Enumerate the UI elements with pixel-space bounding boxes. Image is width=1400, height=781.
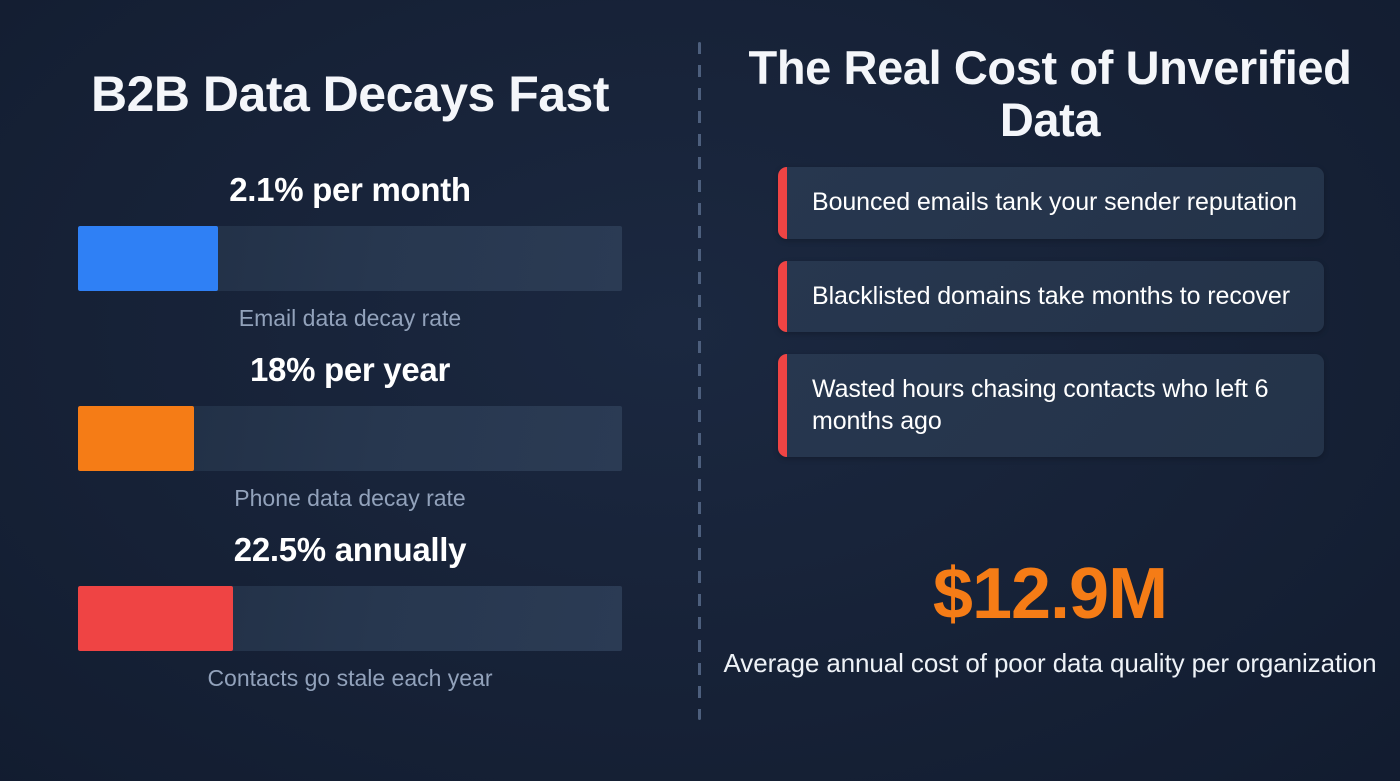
stat-block-phone: 18% per year Phone data decay rate <box>78 350 622 512</box>
stat-label-contacts: Contacts go stale each year <box>207 664 493 691</box>
bar-fill-phone <box>78 405 194 471</box>
right-panel-title: The Real Cost of Unverified Data <box>748 41 1352 146</box>
left-panel-title: B2B Data Decays Fast <box>90 66 610 122</box>
headline-stat: $12.9M Average annual cost of poor data … <box>700 558 1400 680</box>
stat-block-email: 2.1% per month Email data decay rate <box>78 170 622 332</box>
cost-card: Bounced emails tank your sender reputati… <box>778 167 1324 239</box>
cost-card-text: Wasted hours chasing contacts who left 6… <box>812 375 1269 435</box>
card-accent-bar <box>778 260 787 332</box>
stat-value-contacts: 22.5% annually <box>233 531 467 568</box>
headline-stat-caption: Average annual cost of poor data quality… <box>723 648 1377 678</box>
stat-block-contacts: 22.5% annually Contacts go stale each ye… <box>78 530 622 692</box>
cost-card: Wasted hours chasing contacts who left 6… <box>778 354 1324 457</box>
card-accent-bar <box>778 167 787 239</box>
stat-label-email: Email data decay rate <box>238 304 462 331</box>
cost-card: Blacklisted domains take months to recov… <box>778 260 1324 332</box>
bar-fill-contacts <box>78 585 234 651</box>
left-panel: B2B Data Decays Fast 2.1% per month Emai… <box>78 66 622 692</box>
stat-value-email: 2.1% per month <box>229 171 471 208</box>
bar-track-email <box>78 225 622 291</box>
cost-card-text: Bounced emails tank your sender reputati… <box>812 188 1297 216</box>
stat-value-phone: 18% per year <box>249 351 451 388</box>
bar-fill-email <box>78 225 218 291</box>
cost-card-list: Bounced emails tank your sender reputati… <box>778 167 1324 479</box>
headline-stat-value: $12.9M <box>932 554 1168 634</box>
card-accent-bar <box>778 354 787 457</box>
stat-label-phone: Phone data decay rate <box>234 484 466 511</box>
vertical-dashed-divider <box>698 42 701 720</box>
cost-card-text: Blacklisted domains take months to recov… <box>812 281 1290 310</box>
bar-track-contacts <box>78 585 622 651</box>
bar-track-phone <box>78 405 622 471</box>
right-panel: The Real Cost of Unverified Data Bounced… <box>700 0 1400 781</box>
